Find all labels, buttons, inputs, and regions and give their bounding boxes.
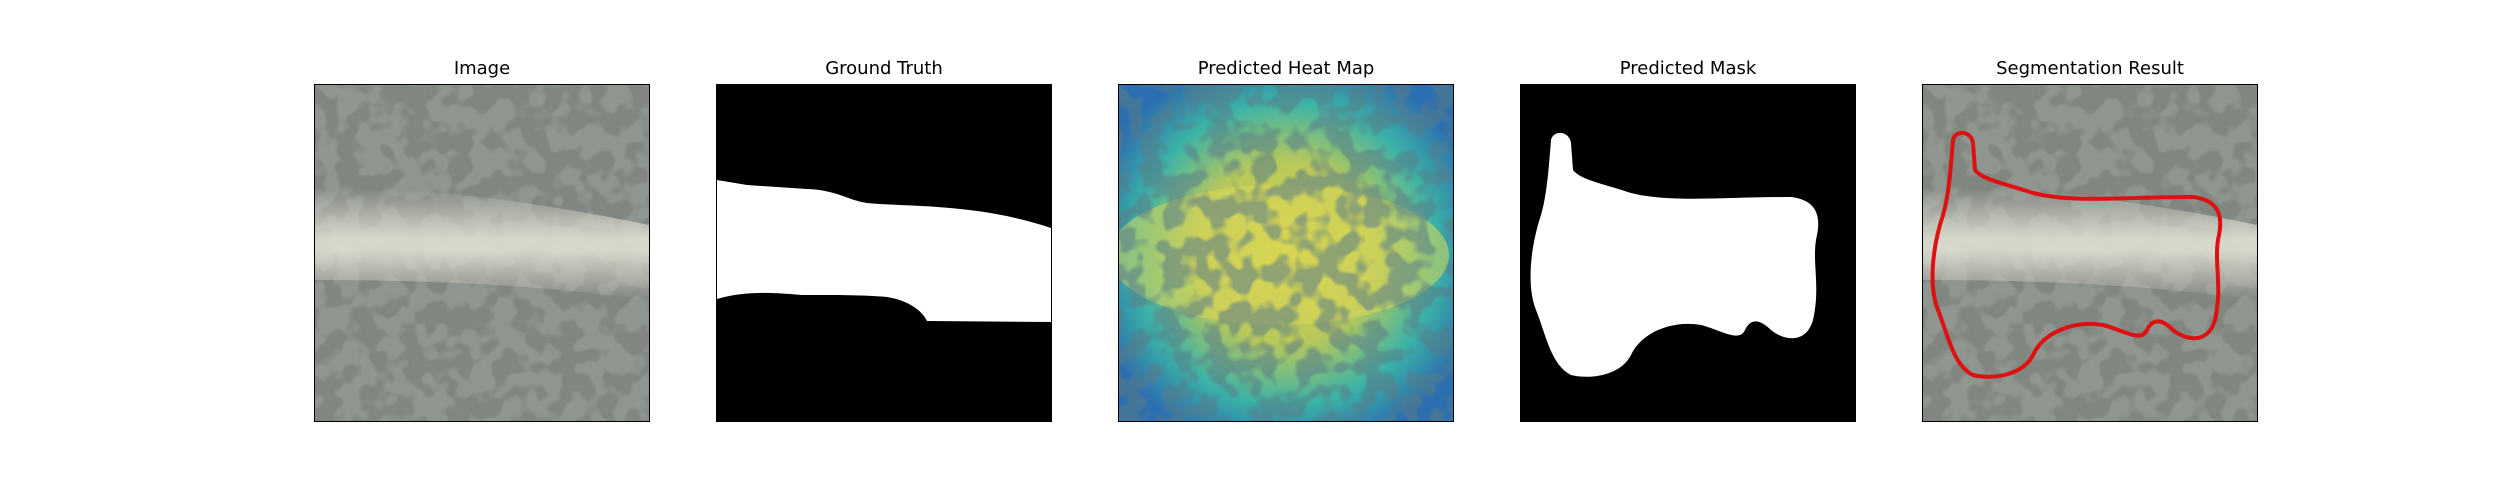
panel-title: Predicted Mask bbox=[1619, 58, 1757, 79]
panel-title: Segmentation Result bbox=[1996, 58, 2184, 79]
image-frame bbox=[314, 84, 650, 422]
segmentation-frame bbox=[1922, 84, 2258, 422]
predicted-mask-frame bbox=[1520, 84, 1856, 422]
panel-title: Predicted Heat Map bbox=[1197, 58, 1375, 79]
fabric-image bbox=[315, 85, 649, 421]
heat-map bbox=[1119, 85, 1453, 421]
panel-title: Ground Truth bbox=[825, 58, 943, 79]
ground-truth-mask bbox=[717, 85, 1051, 421]
segmentation-overlay bbox=[1923, 85, 2257, 421]
heat-map-frame bbox=[1118, 84, 1454, 422]
ground-truth-frame bbox=[716, 84, 1052, 422]
panel-title: Image bbox=[453, 58, 511, 79]
segmentation-contour bbox=[1930, 130, 2223, 379]
predicted-mask bbox=[1521, 85, 1855, 421]
